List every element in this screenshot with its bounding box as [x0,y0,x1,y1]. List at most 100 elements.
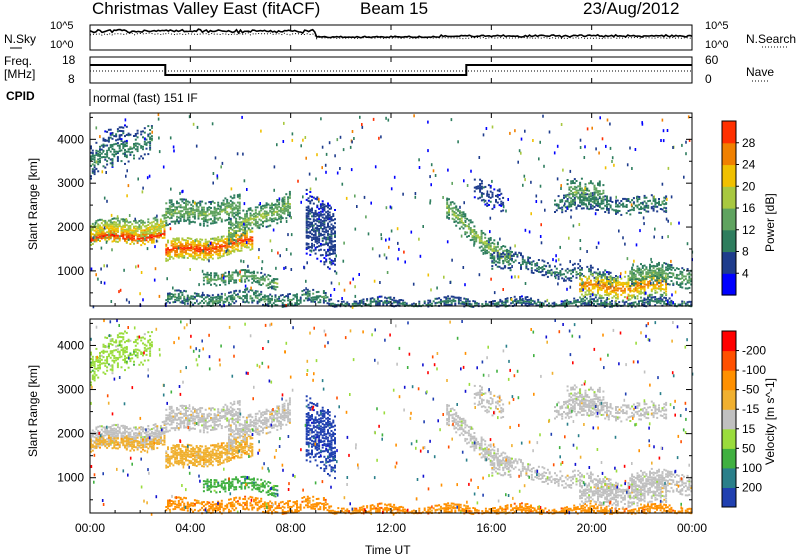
power-cell [613,289,616,292]
power-cell [288,207,291,210]
power-cell [305,188,308,191]
power-cell [240,247,243,250]
power-cell [174,253,177,256]
power-speckle [247,264,249,268]
power-cell [573,301,576,304]
power-cell [467,219,470,222]
power-cell [570,197,573,200]
power-cell [115,139,118,142]
power-cell [186,203,189,206]
power-cell [296,295,298,298]
power-cell [109,236,112,239]
power-cell [233,194,236,197]
power-speckle [639,229,641,233]
power-cell [245,277,248,280]
power-cell [231,207,234,210]
power-cell [461,302,464,305]
power-cell [605,303,608,305]
power-cell [192,255,195,258]
power-cell [423,302,426,305]
power-cell [190,203,193,206]
power-speckle [212,172,215,175]
power-speckle [555,259,557,263]
power-speckle [338,282,340,286]
power-cell [684,287,687,290]
power-cell [220,295,223,298]
power-cell [185,247,187,250]
power-cell [134,219,137,222]
power-cell [327,216,329,219]
power-cell [235,236,238,239]
power-cell [598,197,601,200]
power-cell [597,209,599,211]
power-cell [145,228,148,231]
power-cell [172,209,175,211]
power-cell [650,194,653,197]
power-cell [147,232,150,235]
power-cell [176,220,178,223]
power-cell [115,142,118,145]
power-cell [561,277,564,280]
power-cell [652,300,655,303]
power-cell [199,242,202,245]
power-cell [204,220,207,223]
power-speckle [451,181,453,185]
power-cell [236,240,239,243]
power-cell [136,129,139,132]
power-cell [536,262,539,265]
power-cell [118,220,121,223]
power-cell [650,299,653,302]
power-cell [150,236,153,239]
power-cell [217,238,220,241]
power-cell [636,271,639,274]
power-cell [675,282,678,285]
power-cell [307,242,310,245]
power-speckle [460,234,463,238]
power-cell [487,184,490,187]
power-cell [116,227,119,230]
power-cell [176,247,178,250]
power-speckle [543,164,545,168]
power-cell [616,204,619,207]
power-cell [675,267,678,270]
power-cell [142,233,144,236]
power-cell [256,290,259,293]
power-cell [236,295,239,298]
power-cell [104,235,107,238]
power-cell [125,232,128,235]
power-cell [493,255,496,258]
power-speckle [666,129,669,132]
power-speckle [360,299,363,303]
power-cell [174,298,177,301]
power-cell [265,206,268,209]
power-speckle [387,118,390,122]
power-speckle [158,136,160,140]
power-cell [568,205,571,208]
power-speckle [202,249,205,253]
power-cell [625,283,628,286]
power-cell [603,304,606,306]
power-cell [487,204,490,206]
power-cell [219,244,221,247]
power-cell [186,212,189,215]
power-speckle [594,191,596,195]
power-cell [652,276,655,279]
power-cell [634,204,637,207]
power-cell [265,204,268,207]
power-cell [546,271,549,274]
power-cell [206,219,209,222]
power-cell [636,268,639,270]
power-cell [627,287,630,290]
power-cell [672,283,675,286]
power-cell [274,218,277,221]
power-cell [231,244,234,247]
power-cell [663,196,666,199]
power-speckle [379,281,381,284]
power-cell [159,222,162,225]
power-speckle [125,298,128,302]
power-cell [384,300,387,303]
power-cell [91,158,94,161]
power-cell [327,254,329,257]
power-cell [325,236,328,239]
power-cell [307,211,310,214]
